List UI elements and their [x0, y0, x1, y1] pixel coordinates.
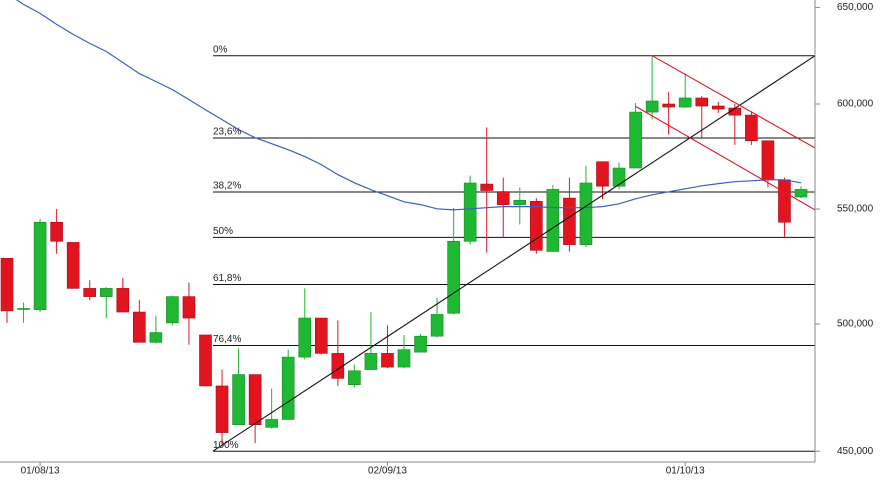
x-tick-label: 01/08/13	[21, 466, 60, 477]
candle-body	[281, 356, 295, 420]
trendline	[651, 55, 815, 149]
candle-body	[99, 288, 113, 297]
candle-body	[265, 419, 278, 428]
fib-label: 0%	[213, 44, 228, 55]
candle-body	[563, 197, 576, 245]
candle-body	[513, 199, 527, 205]
candle-body	[314, 317, 328, 354]
candle-body	[116, 288, 130, 313]
candle-body	[645, 100, 659, 113]
candle-body	[232, 374, 245, 425]
fib-label: 100%	[213, 440, 239, 451]
candle-body	[133, 311, 146, 343]
candle-body	[50, 221, 63, 242]
candle-body	[414, 335, 427, 353]
y-tick-label: 550,000	[837, 204, 874, 215]
candle-body	[778, 179, 791, 223]
y-tick-label: 500,000	[837, 319, 874, 330]
candle-body	[248, 374, 262, 425]
candle-body	[745, 114, 758, 142]
plot-area	[0, 0, 815, 452]
candle-body	[397, 349, 411, 368]
candle-body	[298, 317, 312, 358]
candle-body	[662, 103, 675, 108]
candle-body	[0, 257, 14, 312]
candle-body	[480, 183, 494, 191]
candle-body	[596, 161, 609, 187]
candle-body	[83, 288, 97, 297]
candle-body	[215, 385, 229, 433]
x-tick-label: 01/10/13	[666, 466, 705, 477]
candle-body	[463, 182, 477, 242]
fib-label: 76,4%	[213, 334, 241, 345]
fib-label: 38,2%	[213, 181, 241, 192]
trendline	[635, 106, 815, 211]
candle-body	[530, 201, 543, 251]
candle-body	[364, 353, 378, 370]
candle-body	[546, 189, 560, 252]
x-tick-label: 02/09/13	[368, 466, 407, 477]
y-tick-label: 650,000	[837, 2, 874, 13]
y-tick-label: 450,000	[837, 446, 874, 457]
candle-body	[33, 221, 47, 310]
candle-body	[66, 242, 80, 289]
candle-body	[761, 140, 775, 181]
candle-body	[447, 240, 460, 314]
y-tick-label: 600,000	[837, 99, 874, 110]
candle-body	[794, 189, 808, 198]
fib-label: 50%	[213, 226, 233, 237]
candle-body	[348, 370, 361, 385]
fib-label: 61,8%	[213, 273, 241, 284]
candle-body	[612, 167, 626, 187]
candle-body	[678, 97, 692, 108]
candle-body	[579, 182, 593, 245]
candle-body	[629, 111, 642, 169]
candle-body	[430, 314, 444, 337]
candle-body	[182, 296, 196, 319]
candle-body	[695, 97, 709, 107]
candle-body	[149, 332, 163, 343]
moving-average	[15, 0, 802, 211]
candle-body	[381, 353, 394, 368]
trendline	[212, 55, 815, 452]
candle-body	[496, 191, 510, 205]
candle-body	[711, 105, 725, 110]
fib-label: 23,6%	[213, 127, 241, 138]
candle-body	[17, 308, 30, 310]
candle-body	[166, 296, 179, 324]
candle-body	[199, 334, 212, 387]
